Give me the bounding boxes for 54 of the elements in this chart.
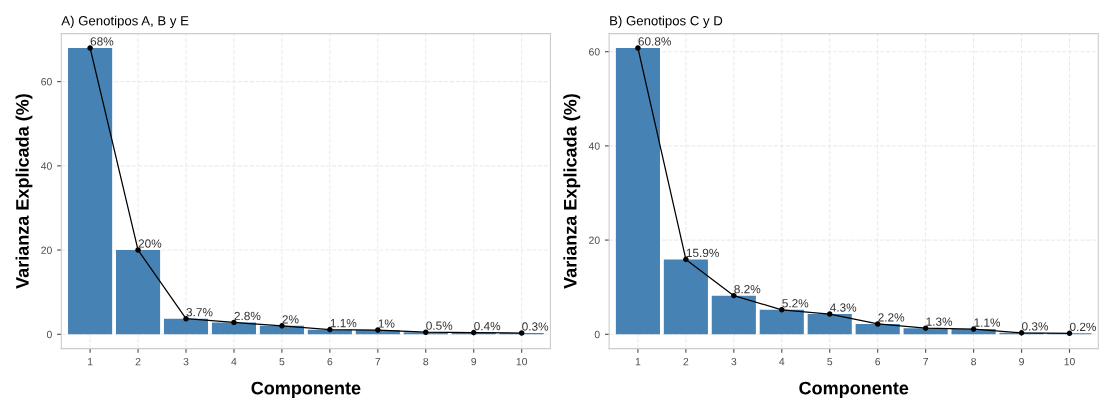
y-axis-title: Varianza Explicada (%) [15,94,33,289]
x-tick-label: 5 [279,358,285,366]
y-tick-label: 60 [589,48,600,56]
y-tick-label: 20 [589,236,600,244]
x-tick-label: 1 [88,358,93,366]
data-label: 0.5% [426,321,453,330]
x-tick-label: 7 [375,358,381,366]
x-tick-label: 10 [1064,357,1075,366]
data-label: 1% [378,319,395,328]
x-tick-label: 8 [423,357,429,366]
x-tick-label: 1 [635,358,641,366]
data-label: 4.3% [830,303,857,312]
data-label: 8.2% [734,284,761,294]
y-tick-label: 0 [46,330,52,339]
x-axis-title: Componente [799,381,909,399]
x-tick-label: 4 [231,358,237,366]
chart-title: B) Genotipos C y D [610,15,723,28]
x-tick-label: 10 [516,357,528,366]
data-label: 2.2% [878,313,905,322]
y-tick-label: 40 [588,142,600,150]
x-axis-title: Componente [251,381,361,399]
data-label: 0.3% [1022,322,1049,331]
data-label: 20% [138,239,162,248]
chart-title: A) Genotipos A, B y E [61,15,189,28]
data-label: 1.1% [330,319,357,328]
data-label: 5.2% [782,299,809,308]
x-tick-label: 9 [1019,357,1024,366]
x-tick-label: 3 [183,357,189,366]
data-label: 2% [282,315,299,324]
data-label: 60.8% [638,37,671,46]
data-label: 0.3% [522,322,549,331]
x-tick-label: 9 [471,357,477,366]
data-label: 15.9% [686,248,719,258]
x-tick-label: 7 [923,358,929,366]
x-tick-label: 5 [827,358,833,366]
data-label: 0.4% [474,321,501,331]
data-label: 0.2% [1069,322,1096,332]
y-tick-label: 20 [41,246,52,254]
y-axis-title: Varianza Explicada (%) [563,94,581,289]
x-tick-label: 8 [971,357,977,366]
y-tick-label: 60 [41,78,52,86]
data-label: 2.8% [234,311,261,321]
y-tick-label: 0 [594,330,600,339]
data-label: 1.1% [974,318,1001,327]
x-tick-label: 6 [327,357,333,366]
data-label: 68% [90,37,114,46]
data-label: 3.7% [186,308,213,317]
x-tick-label: 3 [731,357,737,366]
x-tick-label: 2 [135,357,141,366]
data-label: 1.3% [926,317,953,326]
x-tick-label: 2 [683,357,689,366]
x-tick-label: 4 [779,358,785,366]
y-tick-label: 40 [40,162,52,170]
x-tick-label: 6 [875,357,881,366]
